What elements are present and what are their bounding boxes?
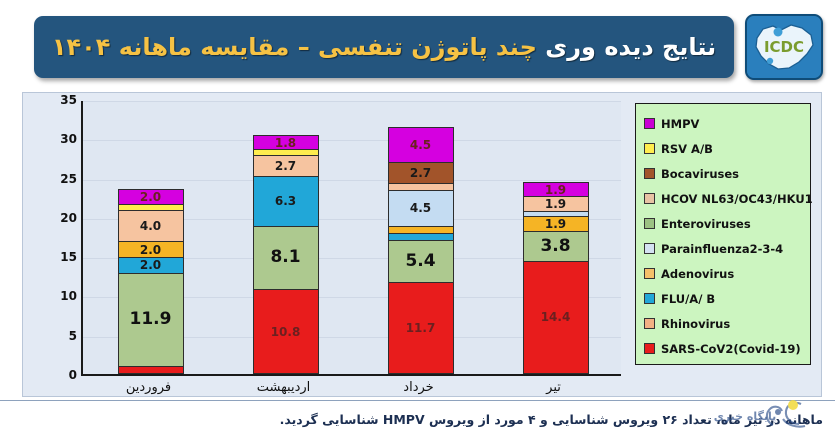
bar-segment: 1.9 [522,196,589,212]
legend-swatch-icon [644,193,655,204]
gridline [83,218,621,220]
legend-item[interactable]: Parainfluenza2-3-4 [644,236,804,261]
bar-segment: 11.7 [387,282,454,374]
gridline [83,101,621,102]
legend-item[interactable]: RSV A/B [644,136,804,161]
y-axis-tick-label: 35 [60,93,77,107]
legend-label: Adenovirus [661,266,735,281]
legend-item[interactable]: Bocaviruses [644,161,804,186]
bar-segment: 4.5 [387,126,454,162]
legend-swatch-icon [644,218,655,229]
bar-segment: 1.9 [522,216,589,232]
y-axis: 0 5 10 15 20 25 30 35 [37,93,77,382]
bar-segment: 2.7 [387,161,454,184]
footer-note: ماهانه در تیر ماه، تعداد ۲۶ ویروس شناسای… [279,412,823,427]
legend-item[interactable]: SARS-CoV2(Covid-19) [644,336,804,361]
icdc-iran-map-logo-icon: ICDC [745,14,823,80]
legend-label: Rhinovirus [661,316,731,331]
chart-container: 0 5 10 15 20 25 30 35 11.9 2.0 2.0 4.0 2.0 10.8 8.1 6.… [22,92,822,397]
header: نتایج دیده وری چند پاتوژن تنفسی – مقایسه… [0,0,835,92]
legend-label: Parainfluenza2-3-4 [661,241,784,256]
bar-segment: 1.9 [522,181,589,197]
legend-swatch-icon [644,293,655,304]
gridline [83,336,621,338]
y-axis-tick-label: 25 [60,171,77,186]
bar-segment [387,225,454,233]
legend-swatch-icon [644,268,655,279]
y-axis-tick-label: 10 [60,289,77,304]
gridline [83,258,621,260]
bar-segment: 2.7 [252,154,319,177]
legend-swatch-icon [644,168,655,179]
page-title-main: نتایج دیده وری [536,33,717,61]
y-axis-tick-label: 30 [60,132,77,147]
legend-swatch-icon [644,343,655,354]
bar-segment: 2.0 [117,188,184,205]
y-axis-tick-label: 0 [68,368,77,382]
x-axis-tick-label: اردیبهشت [256,380,311,395]
y-axis-tick-label: 15 [60,250,77,265]
stacked-bar[interactable]: 11.7 5.4 4.5 2.7 4.5 [387,126,454,374]
bar-segment: 4.0 [117,209,184,242]
bar-segment [117,204,184,210]
legend-label: Enteroviruses [661,216,751,231]
stacked-bar[interactable]: 11.9 2.0 2.0 4.0 2.0 [117,188,184,374]
legend-item[interactable]: HMPV [644,111,804,136]
legend-swatch-icon [644,318,655,329]
legend-item[interactable]: Enteroviruses [644,211,804,236]
chart-legend: HMPV RSV A/B Bocaviruses HCOV NL63/OC43/HKU… [635,103,813,365]
legend-label: RSV A/B [661,141,713,156]
bar-segment [387,232,454,240]
bar-segment: 2.0 [117,241,184,257]
x-axis-tick-label: تیر [546,380,561,395]
bar-segment: 11.9 [117,272,184,367]
legend-swatch-icon [644,143,655,154]
legend-label: Bocaviruses [661,166,740,181]
x-axis-tick-label: فروردین [125,380,172,395]
legend-swatch-icon [644,243,655,254]
legend-item[interactable]: HCOV NL63/OC43/HKU1 [644,186,813,211]
svg-text:ICDC: ICDC [764,38,804,56]
bar-segment [387,183,454,191]
legend-swatch-icon [644,118,655,129]
y-axis-tick-label: 5 [68,328,77,343]
title-bar: نتایج دیده وری چند پاتوژن تنفسی – مقایسه… [34,16,734,78]
y-axis-tick-label: 20 [60,210,77,225]
bar-segment: 3.8 [522,231,589,261]
bar-segment: 14.4 [522,260,589,374]
gridline [83,140,621,142]
legend-label: HMPV [661,116,700,131]
bar-segment: 4.5 [387,190,454,226]
bar-segment: 2.0 [117,256,184,273]
gridline [83,179,621,181]
bar-segment [522,211,589,217]
bar-segment [117,366,184,374]
bar-segment: 1.8 [252,135,319,150]
bar-segment [252,149,319,155]
x-axis-tick-label: خرداد [403,380,434,395]
bar-segment: 8.1 [252,225,319,290]
legend-item[interactable]: Adenovirus [644,261,804,286]
bar-segment: 10.8 [252,289,319,374]
plot-area: 11.9 2.0 2.0 4.0 2.0 10.8 8.1 6.3 2.7 1.8 11.7 5.4 4… [81,101,621,376]
stacked-bar[interactable]: 10.8 8.1 6.3 2.7 1.8 [252,135,319,374]
legend-label: FLU/A/ B [661,291,716,306]
page-title: نتایج دیده وری چند پاتوژن تنفسی – مقایسه… [52,33,716,61]
footer: ماهانه در تیر ماه، تعداد ۲۶ ویروس شناسای… [0,400,835,438]
page-title-highlight: چند پاتوژن تنفسی – مقایسه ماهانه ۱۴۰۴ [51,33,537,61]
gridline [83,297,621,299]
legend-item[interactable]: FLU/A/ B [644,286,804,311]
stacked-bar[interactable]: 14.4 3.8 1.9 1.9 1.9 [522,181,589,374]
bar-segment: 5.4 [387,239,454,283]
legend-label: SARS-CoV2(Covid-19) [661,341,801,356]
legend-label: HCOV NL63/OC43/HKU1 [661,191,813,206]
legend-item[interactable]: Rhinovirus [644,311,804,336]
bar-segment: 6.3 [252,176,319,226]
